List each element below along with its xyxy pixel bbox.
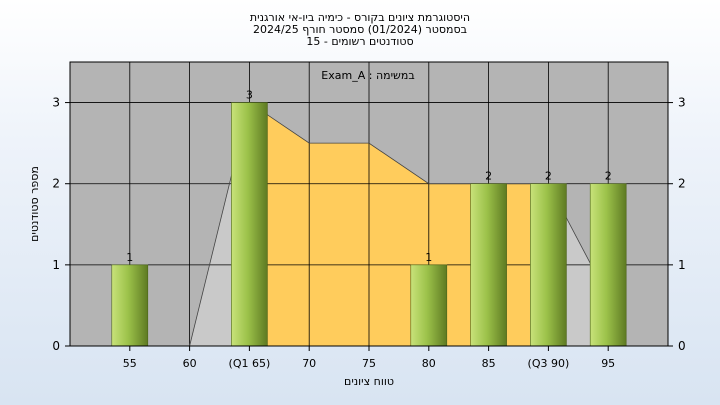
bar-data-label: 2 — [485, 170, 492, 183]
y-tick-label-right: 1 — [678, 258, 686, 272]
bar-data-label: 1 — [126, 251, 133, 264]
bar — [231, 102, 268, 347]
y-tick-label-right: 2 — [678, 177, 686, 191]
x-tick-label: (Q3 90) — [528, 357, 570, 370]
chart-title-line-2: בסמסטר (01/2024) סמסטר חורף 2024/25 — [253, 23, 467, 36]
bar-data-label: 1 — [425, 251, 432, 264]
bar-data-label: 3 — [246, 89, 253, 102]
x-tick-label: 70 — [302, 357, 316, 370]
bar — [530, 183, 567, 347]
y-tick-label-left: 1 — [52, 258, 60, 272]
x-tick-label: 80 — [422, 357, 436, 370]
y-tick-label-right: 3 — [678, 96, 686, 110]
bar — [410, 264, 448, 347]
bar — [111, 264, 149, 347]
chart-title-line-3: סטודנטים רשומים - 15 — [306, 35, 414, 48]
y-axis-title: מספר סטודנטים — [28, 166, 41, 242]
bar — [589, 183, 627, 347]
x-tick-label: 60 — [183, 357, 197, 370]
y-tick-label-left: 3 — [52, 96, 60, 110]
y-tick-label-left: 0 — [52, 339, 60, 353]
x-tick-label: 55 — [123, 357, 137, 370]
legend-text: Exam_A : במשימה — [321, 69, 414, 82]
x-tick-label: (Q1 65) — [229, 357, 271, 370]
x-tick-label: 75 — [362, 357, 376, 370]
bar-data-label: 2 — [545, 170, 552, 183]
chart-title-line-1: היסטוגרמת ציונים בקורס - כימיה ביו-אי או… — [249, 11, 471, 24]
y-tick-label-right: 0 — [678, 339, 686, 353]
x-axis-title: טווח ציונים — [344, 375, 394, 388]
x-tick-label: 85 — [482, 357, 496, 370]
bar-data-label: 2 — [605, 170, 612, 183]
y-tick-label-left: 2 — [52, 177, 60, 191]
bar — [470, 183, 507, 347]
x-tick-label: 95 — [601, 357, 615, 370]
